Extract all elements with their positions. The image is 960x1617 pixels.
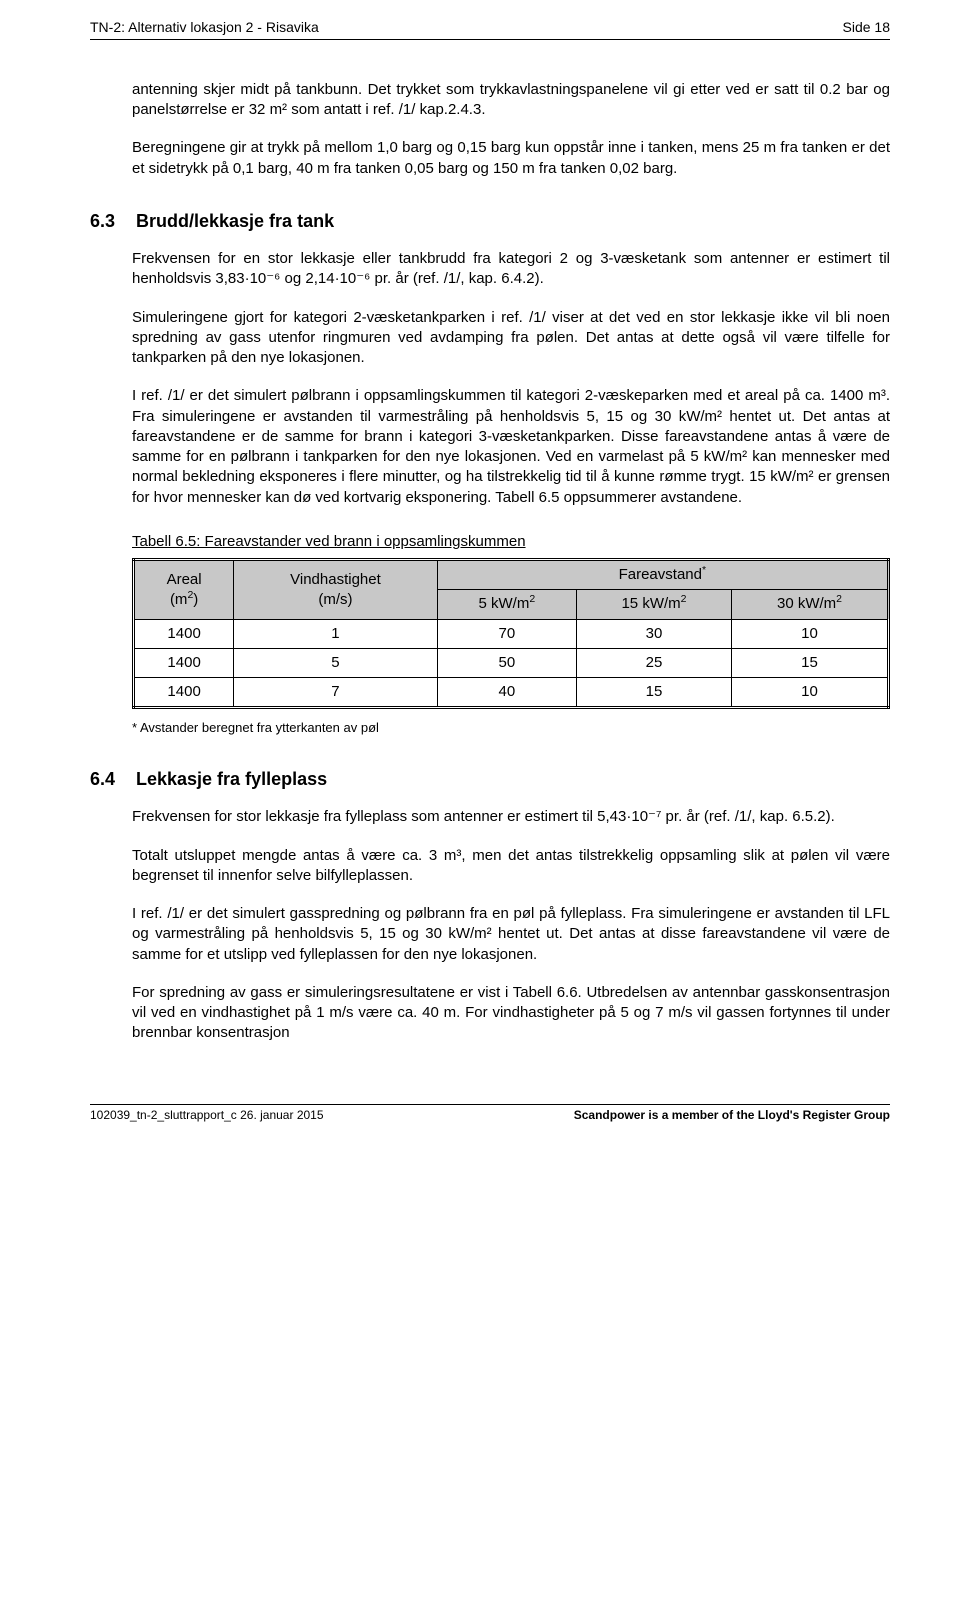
table-footnote: * Avstander beregnet fra ytterkanten av …	[132, 719, 890, 737]
cell: 15	[732, 648, 889, 677]
cell: 1400	[134, 619, 234, 648]
th-30kw: 30 kW/m2	[732, 590, 889, 619]
section-6-3-body: Frekvensen for en stor lekkasje eller ta…	[132, 249, 890, 737]
intro-block: antenning skjer midt på tankbunn. Det tr…	[132, 80, 890, 179]
page: TN-2: Alternativ lokasjon 2 - Risavika S…	[0, 0, 960, 1137]
th-vind: Vindhastighet(m/s)	[234, 560, 437, 620]
section-6-4-title: Lekkasje fra fylleplass	[136, 767, 327, 791]
cell: 10	[732, 619, 889, 648]
th-fare: Fareavstand*	[437, 560, 888, 590]
cell: 7	[234, 678, 437, 708]
cell: 30	[576, 619, 731, 648]
cell: 15	[576, 678, 731, 708]
cell: 40	[437, 678, 576, 708]
section-6-4-num: 6.4	[90, 767, 122, 791]
section-6-3-heading: 6.3 Brudd/lekkasje fra tank	[90, 209, 890, 233]
intro-p2: Beregningene gir at trykk på mellom 1,0 …	[132, 138, 890, 179]
s63-p1: Frekvensen for en stor lekkasje eller ta…	[132, 249, 890, 290]
section-6-3-num: 6.3	[90, 209, 122, 233]
s64-p4: For spredning av gass er simuleringsresu…	[132, 983, 890, 1044]
page-header: TN-2: Alternativ lokasjon 2 - Risavika S…	[90, 18, 890, 40]
cell: 5	[234, 648, 437, 677]
th-areal: Areal(m2)	[134, 560, 234, 620]
table-caption: Tabell 6.5: Fareavstander ved brann i op…	[132, 532, 890, 552]
section-6-4-body: Frekvensen for stor lekkasje fra fyllepl…	[132, 807, 890, 1043]
s63-p3: I ref. /1/ er det simulert pølbrann i op…	[132, 386, 890, 508]
table-row: 1400 1 70 30 10	[134, 619, 889, 648]
cell: 10	[732, 678, 889, 708]
s64-p1: Frekvensen for stor lekkasje fra fyllepl…	[132, 807, 890, 827]
section-6-3-title: Brudd/lekkasje fra tank	[136, 209, 334, 233]
s63-p2: Simuleringene gjort for kategori 2-væske…	[132, 308, 890, 369]
cell: 25	[576, 648, 731, 677]
intro-p1: antenning skjer midt på tankbunn. Det tr…	[132, 80, 890, 121]
footer-left: 102039_tn-2_sluttrapport_c 26. januar 20…	[90, 1107, 324, 1123]
cell: 50	[437, 648, 576, 677]
header-right: Side 18	[843, 18, 890, 37]
s64-p3: I ref. /1/ er det simulert gasspredning …	[132, 904, 890, 965]
th-15kw: 15 kW/m2	[576, 590, 731, 619]
table-row: 1400 5 50 25 15	[134, 648, 889, 677]
section-6-4-heading: 6.4 Lekkasje fra fylleplass	[90, 767, 890, 791]
fareavstand-table: Areal(m2) Vindhastighet(m/s) Fareavstand…	[132, 558, 890, 709]
cell: 1	[234, 619, 437, 648]
page-footer: 102039_tn-2_sluttrapport_c 26. januar 20…	[90, 1104, 890, 1123]
footer-right: Scandpower is a member of the Lloyd's Re…	[574, 1107, 890, 1123]
cell: 1400	[134, 648, 234, 677]
table-row: 1400 7 40 15 10	[134, 678, 889, 708]
th-5kw: 5 kW/m2	[437, 590, 576, 619]
cell: 1400	[134, 678, 234, 708]
header-left: TN-2: Alternativ lokasjon 2 - Risavika	[90, 18, 319, 37]
cell: 70	[437, 619, 576, 648]
s64-p2: Totalt utsluppet mengde antas å være ca.…	[132, 846, 890, 887]
